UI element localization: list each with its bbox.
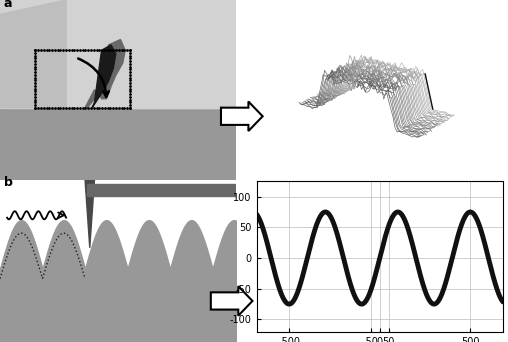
Bar bbox=[66, 0, 236, 108]
Polygon shape bbox=[92, 45, 116, 108]
Polygon shape bbox=[0, 0, 66, 108]
Polygon shape bbox=[85, 180, 94, 248]
FancyArrow shape bbox=[221, 102, 263, 131]
FancyArrow shape bbox=[211, 286, 252, 316]
Text: a: a bbox=[4, 0, 12, 10]
Bar bbox=[0, 108, 236, 180]
Bar bbox=[87, 184, 236, 196]
Bar bbox=[0, 0, 236, 108]
Polygon shape bbox=[85, 39, 125, 108]
Text: b: b bbox=[4, 176, 12, 189]
